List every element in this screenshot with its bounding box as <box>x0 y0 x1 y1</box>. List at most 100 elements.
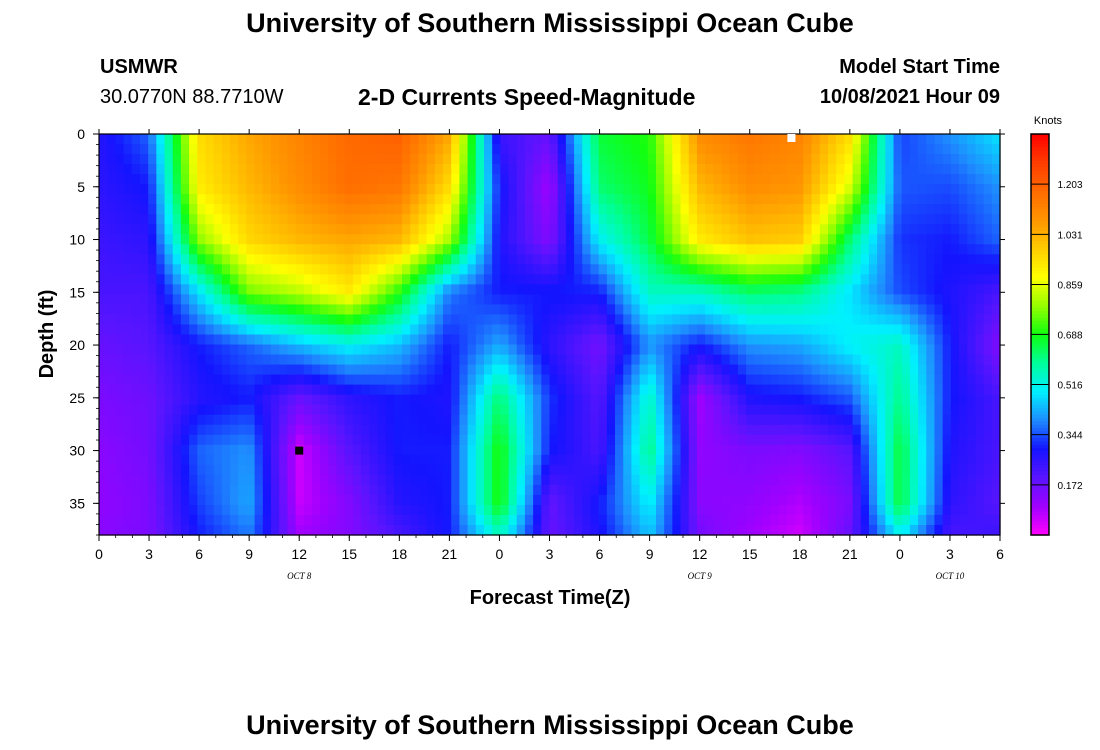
heatmap-cell <box>729 224 739 235</box>
heatmap-cell <box>983 304 993 316</box>
heatmap-cell <box>803 454 813 466</box>
heatmap-cell <box>623 234 633 245</box>
heatmap-cell <box>459 444 469 456</box>
heatmap-cell <box>852 424 862 436</box>
heatmap-cell <box>860 214 870 225</box>
heatmap-cell <box>885 414 895 426</box>
heatmap-cell <box>500 424 510 436</box>
heatmap-cell <box>827 434 837 446</box>
heatmap-cell <box>352 334 362 346</box>
heatmap-cell <box>803 504 813 516</box>
heatmap-cell <box>377 424 387 436</box>
colorbar: Knots 0.1720.3440.5160.6880.8591.0311.20… <box>1030 115 1083 536</box>
heatmap-cell <box>959 394 968 406</box>
heatmap-cell <box>901 154 911 165</box>
heatmap-cell <box>606 174 616 185</box>
heatmap-cell <box>729 274 739 285</box>
heatmap-cell <box>655 384 665 396</box>
heatmap-cell <box>459 394 469 406</box>
colorbar-segment <box>1031 150 1049 155</box>
heatmap-cell <box>197 374 207 386</box>
heatmap-cell <box>811 304 821 316</box>
heatmap-cell <box>787 344 796 356</box>
heatmap-cell <box>950 364 960 376</box>
heatmap-cell <box>344 374 354 386</box>
heatmap-cell <box>377 414 387 426</box>
heatmap-cell <box>369 394 379 406</box>
heatmap-cell <box>590 144 600 155</box>
heatmap-cell <box>893 324 903 336</box>
heatmap-cell <box>303 144 313 155</box>
heatmap-cell <box>287 494 297 506</box>
heatmap-cell <box>246 274 256 285</box>
heatmap-cell <box>680 454 690 466</box>
heatmap-cell <box>115 474 125 486</box>
heatmap-cell <box>189 454 198 466</box>
heatmap-cell <box>787 204 796 215</box>
heatmap-cell <box>303 194 313 205</box>
heatmap-cell <box>508 264 518 275</box>
heatmap-cell <box>172 384 182 396</box>
heatmap-cell <box>197 134 207 145</box>
heatmap-cell <box>164 214 174 225</box>
heatmap-cell <box>361 204 370 215</box>
heatmap-cell <box>320 134 329 145</box>
heatmap-cell <box>852 484 862 496</box>
heatmap-cell <box>238 294 248 306</box>
heatmap-cell <box>778 324 788 336</box>
heatmap-cell <box>827 484 837 496</box>
heatmap-cell <box>221 244 231 255</box>
heatmap-cell <box>352 174 362 185</box>
heatmap-cell <box>983 484 993 496</box>
colorbar-segment <box>1031 504 1049 509</box>
heatmap-cell <box>582 164 592 175</box>
heatmap-cell <box>123 494 133 506</box>
heatmap-cell <box>410 374 420 386</box>
heatmap-cell <box>549 524 559 536</box>
heatmap-cell <box>811 174 821 185</box>
heatmap-cell <box>836 474 845 486</box>
heatmap-cell <box>254 324 264 336</box>
heatmap-cell <box>778 244 788 255</box>
heatmap-cell <box>99 414 108 426</box>
heatmap-cell <box>565 274 575 285</box>
heatmap-cell <box>320 484 329 496</box>
heatmap-cell <box>500 434 510 446</box>
heatmap-cell <box>336 284 346 296</box>
heatmap-cell <box>262 144 272 155</box>
heatmap-cell <box>615 354 624 366</box>
heatmap-cell <box>361 424 370 436</box>
heatmap-cell <box>918 514 927 526</box>
heatmap-cell <box>803 184 813 195</box>
heatmap-cell <box>959 164 968 175</box>
heatmap-cell <box>631 224 641 235</box>
heatmap-cell <box>631 214 641 225</box>
heatmap-cell <box>541 184 551 195</box>
heatmap-cell <box>221 314 231 326</box>
heatmap-cell <box>541 414 551 426</box>
heatmap-cell <box>598 244 608 255</box>
heatmap-cell <box>647 464 657 476</box>
heatmap-cell <box>975 324 985 336</box>
heatmap-cell <box>344 384 354 396</box>
heatmap-cell <box>836 204 845 215</box>
footer-title: University of Southern Mississippi Ocean… <box>246 710 854 740</box>
heatmap-cell <box>115 314 125 326</box>
heatmap-cell <box>361 234 370 245</box>
heatmap-cell <box>467 204 477 215</box>
heatmap-cell <box>131 274 141 285</box>
heatmap-cell <box>705 504 714 516</box>
heatmap-cell <box>524 424 534 436</box>
heatmap-cell <box>901 414 911 426</box>
heatmap-cell <box>746 444 755 456</box>
heatmap-cell <box>737 444 747 456</box>
heatmap-cell <box>754 324 764 336</box>
heatmap-cell <box>303 344 313 356</box>
heatmap-cell <box>844 394 854 406</box>
heatmap-cell <box>303 354 313 366</box>
heatmap-cell <box>885 504 895 516</box>
heatmap-cell <box>967 174 977 185</box>
heatmap-cell <box>770 464 780 476</box>
heatmap-cell <box>418 474 428 486</box>
heatmap-cell <box>410 464 420 476</box>
